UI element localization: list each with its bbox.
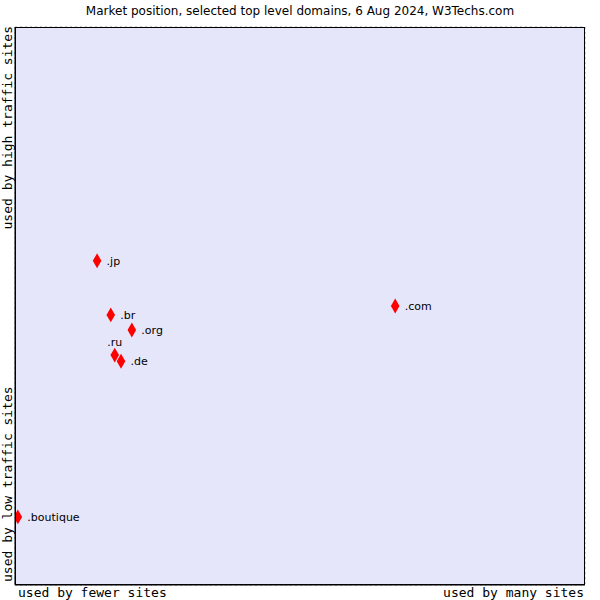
html-text:Market position, selected top: Market position, selected top level doma… [85, 4, 515, 18]
svg-text:.org: .org [141, 324, 163, 337]
html-text:used by high traffic sites: used by high traffic sites [0, 26, 15, 230]
html-text:used by many sites: used by many sites [443, 585, 584, 600]
html-text:used by fewer sites: used by fewer sites [18, 585, 167, 600]
svg-text:.com: .com [405, 300, 432, 313]
svg-text:.boutique: .boutique [27, 511, 80, 524]
svg-text:.jp: .jp [107, 255, 121, 268]
svg-text:.de: .de [131, 355, 148, 368]
svg-text:.ru: .ru [107, 336, 122, 349]
svg-text:.br: .br [120, 309, 135, 322]
html-text:used by low traffic sites: used by low traffic sites [0, 386, 15, 582]
